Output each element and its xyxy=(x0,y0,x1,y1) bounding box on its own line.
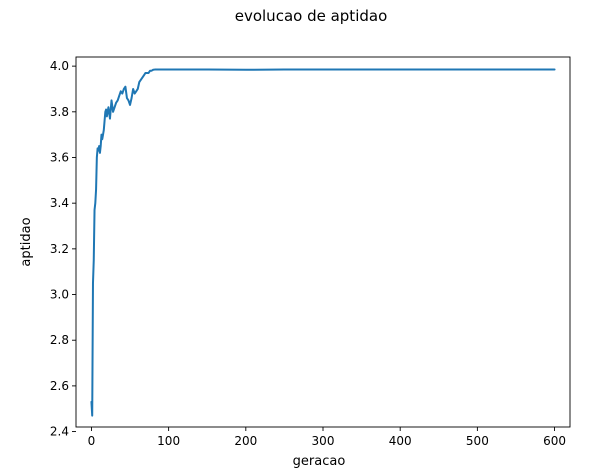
y-tick-label: 3.4 xyxy=(50,196,69,210)
series-line xyxy=(90,68,556,417)
x-tick-label: 0 xyxy=(88,434,96,448)
x-tick-label: 200 xyxy=(234,434,257,448)
x-tick-label: 500 xyxy=(466,434,489,448)
y-axis: 2.4 2.6 2.8 3.0 3.2 3.4 3.6 3.8 4.0 xyxy=(50,59,76,439)
y-tick-label: 2.6 xyxy=(50,379,69,393)
y-tick-label: 2.8 xyxy=(50,333,69,347)
x-tick-label: 100 xyxy=(157,434,180,448)
y-tick-label: 3.0 xyxy=(50,288,69,302)
x-tick-label: 300 xyxy=(312,434,335,448)
y-tick-label: 3.8 xyxy=(50,105,69,119)
y-axis-label: aptidao xyxy=(19,217,34,266)
y-tick-label: 3.2 xyxy=(50,242,69,256)
x-tick-label: 400 xyxy=(389,434,412,448)
y-tick-label: 4.0 xyxy=(50,59,69,73)
y-tick-label: 2.4 xyxy=(50,425,69,439)
chart-title: evolucao de aptidao xyxy=(235,7,388,25)
plot-area-frame xyxy=(75,56,571,428)
x-tick-label: 600 xyxy=(543,434,566,448)
x-axis-label: geracao xyxy=(293,454,346,469)
y-tick-label: 3.6 xyxy=(50,150,69,164)
x-axis: 0 100 200 300 400 500 600 xyxy=(88,427,566,448)
